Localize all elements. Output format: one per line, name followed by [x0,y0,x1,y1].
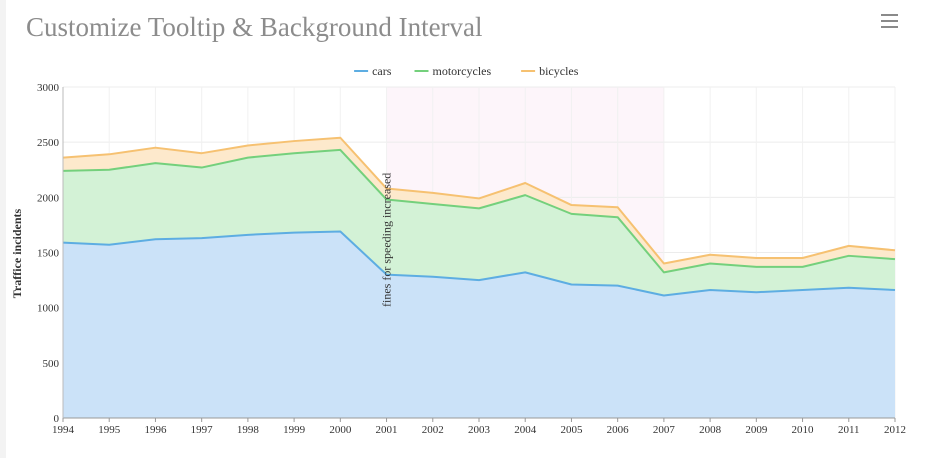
x-tick-label: 2000 [329,424,352,436]
left-edge-strip [0,0,6,458]
area-cars[interactable] [63,231,895,418]
legend-item-cars[interactable]: cars [354,64,392,78]
y-axis-title: Traffice incidents [10,208,24,298]
x-tick-label: 2004 [514,424,537,436]
area-layer [63,137,895,418]
legend-item-bicycles[interactable]: bicycles [521,64,579,78]
y-tick-label: 2500 [37,137,60,149]
menu-line [881,14,898,16]
x-tick-label: 1997 [191,424,214,436]
x-tick-label: 2002 [422,424,444,436]
x-tick-label: 1996 [144,424,167,436]
x-tick-label: 1998 [237,424,260,436]
hamburger-menu-icon[interactable] [878,10,902,32]
y-tick-label: 1500 [37,248,60,260]
x-tick-label: 2009 [745,424,768,436]
x-tick-label: 2001 [376,424,398,436]
legend-label: cars [372,64,392,78]
x-tick-label: 2012 [884,424,906,436]
legend: cars motorcycles bicycles [354,64,579,78]
x-tick-label: 2010 [792,424,815,436]
x-tick-label: 2005 [560,424,583,436]
x-tick-label: 1994 [52,424,75,436]
menu-line [881,26,898,28]
series-line-cars[interactable] [62,230,896,297]
plot-band-label: fines for speeding increased [380,173,394,307]
area-bicycles[interactable] [63,137,895,273]
y-tick-label: 500 [43,358,60,370]
x-tick-label: 2011 [838,424,860,436]
y-tick-label: 0 [54,413,60,425]
x-tick-label: 2007 [653,424,676,436]
x-tick-label: 1999 [283,424,306,436]
chart-title: Customize Tooltip & Background Interval [26,12,483,42]
x-tick-label: 2003 [468,424,491,436]
x-tick-label: 2008 [699,424,722,436]
line-layer [62,136,896,297]
legend-label: motorcycles [433,64,492,78]
series-line-bicycles[interactable] [62,136,896,265]
legend-label: bicycles [539,64,579,78]
y-tick-label: 3000 [37,82,60,94]
legend-item-motorcycles[interactable]: motorcycles [414,64,492,78]
series-line-motorcycles[interactable] [62,148,896,274]
x-tick-label: 1995 [98,424,121,436]
y-tick-label: 2000 [37,192,60,204]
x-tick-label: 2006 [607,424,630,436]
y-tick-label: 1000 [37,303,60,315]
menu-line [881,20,898,22]
area-motorcycles[interactable] [63,149,895,296]
axis-layer: 0 500 1000 1500 2000 2500 3000 1994 1995 1996 1997… [37,82,906,436]
